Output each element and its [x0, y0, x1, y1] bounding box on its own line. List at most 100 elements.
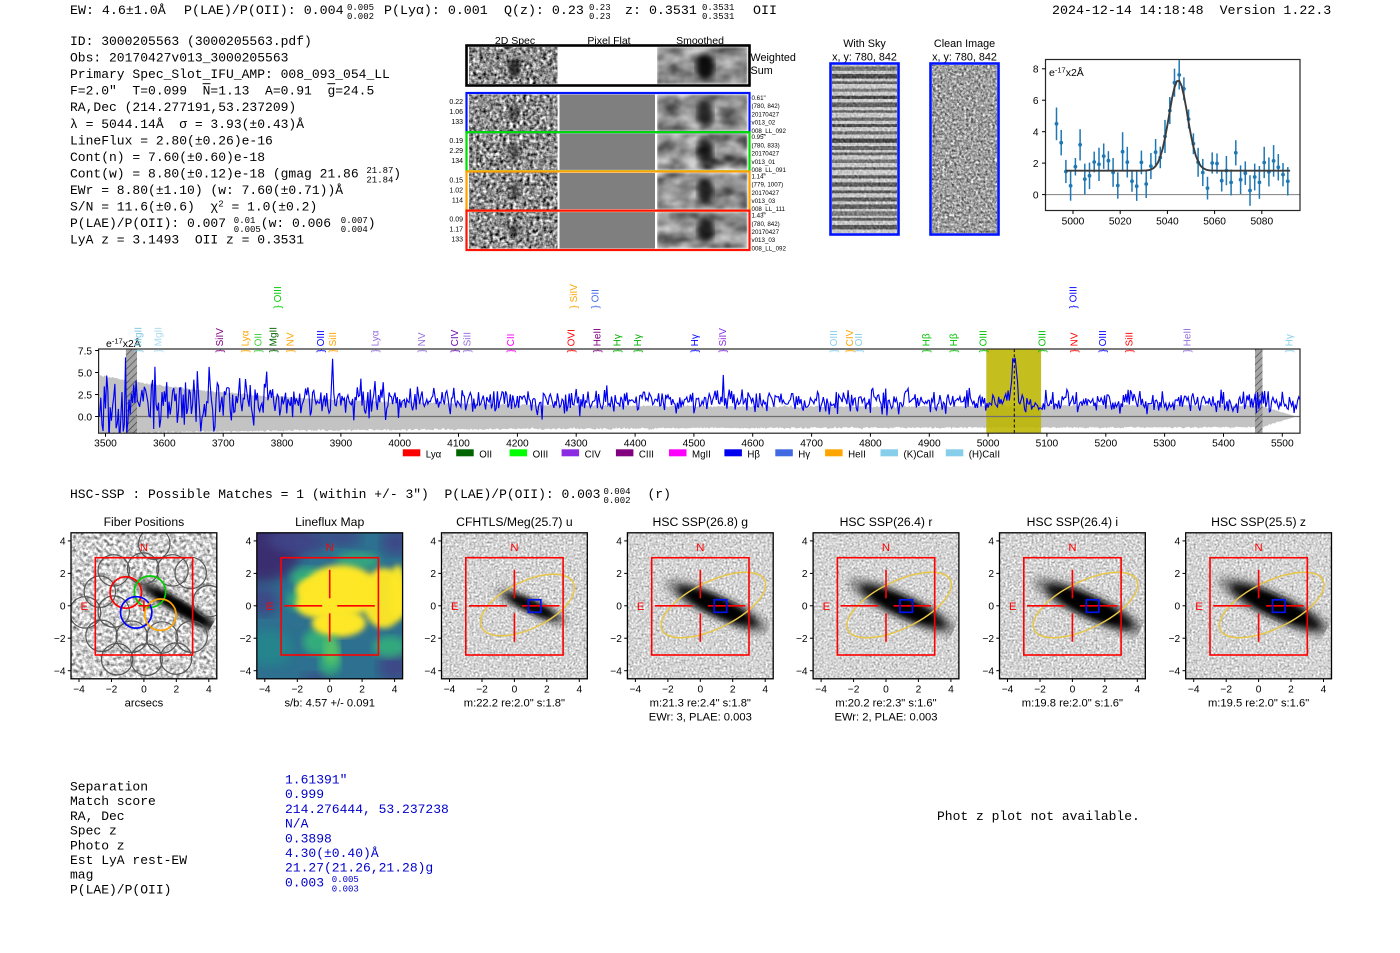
- svg-text:N: N: [510, 542, 518, 554]
- svg-text:OII: OII: [479, 450, 492, 461]
- svg-text:0.95": 0.95": [752, 134, 766, 141]
- svg-text:3500: 3500: [94, 439, 117, 450]
- svg-text:2: 2: [802, 569, 808, 580]
- svg-text:−4: −4: [1188, 685, 1200, 696]
- svg-text:4900: 4900: [918, 439, 941, 450]
- svg-text:0.003: 0.003: [285, 875, 324, 890]
- svg-text:0.15: 0.15: [449, 177, 463, 184]
- svg-text:LineFlux = 2.80(±0.26)e-16: LineFlux = 2.80(±0.26)e-16: [70, 133, 273, 148]
- svg-text:} NV: } NV: [285, 332, 296, 352]
- svg-text:(779, 1007): (779, 1007): [752, 182, 784, 189]
- svg-text:Spec z: Spec z: [70, 824, 117, 839]
- svg-text:20170427: 20170427: [752, 151, 780, 158]
- svg-text:4: 4: [762, 685, 768, 696]
- svg-text:LyA z = 3.1493 OII z = 0.3531: LyA z = 3.1493 OII z = 0.3531: [70, 233, 304, 248]
- svg-text:0.23: 0.23: [589, 12, 611, 22]
- svg-text:3900: 3900: [330, 439, 353, 450]
- svg-text:2024-12-14 14:18:48 Version 1: 2024-12-14 14:18:48 Version 1.22.3: [1052, 3, 1331, 18]
- svg-text:} SiIV: } SiIV: [215, 328, 226, 353]
- svg-text:} OII: } OII: [854, 333, 865, 352]
- svg-text:Q(z): 0.23: Q(z): 0.23: [504, 3, 584, 18]
- svg-text:N: N: [1255, 542, 1263, 554]
- svg-text:−2: −2: [848, 685, 860, 696]
- svg-text:0: 0: [246, 601, 252, 612]
- svg-text:2: 2: [916, 685, 922, 696]
- svg-text:−4: −4: [259, 685, 271, 696]
- svg-text:x, y: 780, 842: x, y: 780, 842: [932, 52, 997, 64]
- svg-text:0.005: 0.005: [332, 875, 359, 885]
- svg-text:2: 2: [1175, 569, 1181, 580]
- svg-text:RA, Dec: RA, Dec: [70, 809, 125, 824]
- svg-text:CIV: CIV: [585, 450, 602, 461]
- svg-text:Separation: Separation: [70, 780, 148, 795]
- svg-text:5040: 5040: [1156, 217, 1179, 228]
- svg-text:Clean Image: Clean Image: [934, 38, 995, 50]
- svg-text:Obs: 20170427v013_3000205563: Obs: 20170427v013_3000205563: [70, 51, 288, 66]
- svg-text:4: 4: [576, 685, 582, 696]
- svg-text:} CIV: } CIV: [450, 329, 461, 352]
- svg-text:e-17x2Å: e-17x2Å: [1049, 66, 1084, 80]
- svg-text:−2: −2: [240, 634, 252, 645]
- svg-text:m:20.2 re:2.3" s:1.6": m:20.2 re:2.3" s:1.6": [835, 698, 936, 710]
- svg-text:2: 2: [1102, 685, 1108, 696]
- svg-text:N: N: [882, 542, 890, 554]
- svg-text:With Sky: With Sky: [843, 38, 886, 50]
- svg-text:−2: −2: [1034, 685, 1046, 696]
- svg-text:OIII: OIII: [533, 450, 549, 461]
- svg-text:HSC SSP(26.8) g: HSC SSP(26.8) g: [653, 515, 749, 529]
- svg-text:2: 2: [173, 685, 179, 696]
- svg-text:−4: −4: [1002, 685, 1014, 696]
- svg-text:−4: −4: [610, 666, 622, 677]
- svg-text:v013_02: v013_02: [752, 120, 776, 127]
- svg-text:Sum: Sum: [751, 65, 773, 77]
- svg-text:0: 0: [1175, 601, 1181, 612]
- svg-text:Cont(w) = 8.80(±0.12)e-18 (gma: Cont(w) = 8.80(±0.12)e-18 (gmag 21.86: [70, 166, 359, 181]
- svg-text:4100: 4100: [447, 439, 470, 450]
- svg-text:} Hβ: } Hβ: [949, 333, 960, 352]
- svg-text:3600: 3600: [153, 439, 176, 450]
- svg-text:4: 4: [1321, 685, 1327, 696]
- svg-text:2: 2: [988, 569, 994, 580]
- svg-text:0: 0: [883, 685, 889, 696]
- svg-text:CFHTLS/Meg(25.7) u: CFHTLS/Meg(25.7) u: [456, 515, 573, 529]
- svg-text:OII: OII: [753, 3, 777, 18]
- svg-text:0.22: 0.22: [449, 99, 463, 106]
- svg-text:2: 2: [1033, 159, 1039, 170]
- svg-text:P(LAE)/P(OII): P(LAE)/P(OII): [70, 882, 171, 897]
- svg-text:133: 133: [451, 237, 463, 244]
- svg-text:−4: −4: [796, 666, 808, 677]
- svg-text:4500: 4500: [683, 439, 706, 450]
- svg-text:0.3531: 0.3531: [702, 3, 734, 13]
- svg-text:0: 0: [1256, 685, 1262, 696]
- svg-text:008_LL_092: 008_LL_092: [752, 245, 787, 252]
- svg-text:RA,Dec (214.277191,53.237209): RA,Dec (214.277191,53.237209): [70, 100, 296, 115]
- svg-text:Primary Spec_Slot_IFU_AMP: 008: Primary Spec_Slot_IFU_AMP: 008_093_054_L…: [70, 67, 390, 82]
- svg-text:v013_03: v013_03: [752, 237, 776, 244]
- svg-text:0: 0: [430, 601, 436, 612]
- svg-text:0: 0: [1070, 685, 1076, 696]
- svg-text:0.09: 0.09: [449, 217, 463, 224]
- svg-text:EWr: 2, PLAE: 0.003: EWr: 2, PLAE: 0.003: [834, 712, 937, 724]
- svg-text:0.004: 0.004: [341, 225, 368, 235]
- svg-text:1.17: 1.17: [449, 227, 463, 234]
- svg-text:} SiII: } SiII: [1124, 332, 1135, 353]
- svg-text:HeII: HeII: [848, 450, 866, 461]
- svg-text:0.61": 0.61": [752, 95, 766, 102]
- svg-text:(780, 833): (780, 833): [752, 142, 780, 149]
- svg-text:λ = 5044.14Å σ = 3.93(±0.43)Å: λ = 5044.14Å σ = 3.93(±0.43)Å: [70, 117, 304, 132]
- svg-text:5000: 5000: [1062, 217, 1085, 228]
- svg-text:E: E: [823, 601, 831, 613]
- svg-text:HSC SSP(25.5) z: HSC SSP(25.5) z: [1211, 515, 1306, 529]
- svg-text:7.5: 7.5: [78, 346, 92, 357]
- svg-text:21.27(21.26,21.28)g: 21.27(21.26,21.28)g: [285, 861, 433, 876]
- svg-text:} Lyα: } Lyα: [371, 330, 382, 352]
- svg-text:Hβ: Hβ: [747, 450, 760, 461]
- svg-text:134: 134: [451, 158, 463, 165]
- svg-text:2.29: 2.29: [449, 148, 463, 155]
- svg-text:s/b: 4.57 +/- 0.091: s/b: 4.57 +/- 0.091: [284, 698, 375, 710]
- svg-text:EW: 4.6±1.0Å: EW: 4.6±1.0Å: [70, 3, 166, 18]
- svg-text:HSC SSP(26.4) r: HSC SSP(26.4) r: [840, 515, 933, 529]
- svg-text:} OIII: } OIII: [1038, 330, 1049, 352]
- svg-text:0: 0: [327, 685, 333, 696]
- svg-text:m:22.2 re:2.0" s:1.8": m:22.2 re:2.0" s:1.8": [464, 698, 565, 710]
